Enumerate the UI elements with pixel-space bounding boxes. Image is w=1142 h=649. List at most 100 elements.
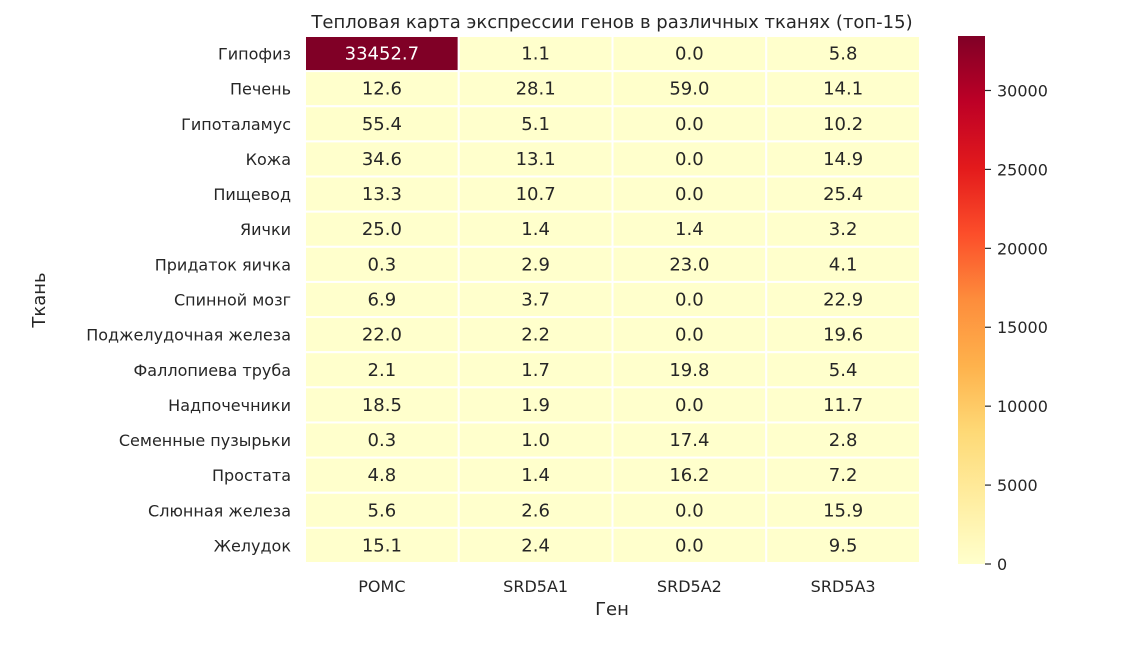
heatmap-cell <box>304 175 460 213</box>
cell-value-label: 4.1 <box>829 254 858 275</box>
cell-value-label: 34.6 <box>362 149 402 170</box>
cell-value-label: 2.2 <box>521 325 550 346</box>
cell-value-label: 1.1 <box>521 44 550 65</box>
cell-value-label: 13.1 <box>516 149 556 170</box>
cell-value-label: 55.4 <box>362 114 402 135</box>
heatmap-cell <box>765 526 921 564</box>
heatmap-cell <box>765 491 921 529</box>
y-axis-label: Ткань <box>29 272 50 328</box>
colorbar-tick-label: 0 <box>997 555 1007 574</box>
heatmap-cell <box>457 386 614 424</box>
cell-value-label: 0.0 <box>675 500 704 521</box>
y-tick-label: Гипоталамус <box>181 115 291 134</box>
y-tick-label: Простата <box>212 466 291 485</box>
heatmap-cell <box>457 421 614 459</box>
heatmap-cell <box>457 210 614 248</box>
cell-value-label: 0.0 <box>675 149 704 170</box>
cell-value-label: 14.9 <box>823 149 863 170</box>
cell-value-label: 0.0 <box>675 114 704 135</box>
cell-value-label: 5.8 <box>829 44 858 65</box>
heatmap-cell <box>611 526 768 564</box>
heatmap-cell <box>457 456 614 494</box>
x-tick-label: SRD5A3 <box>811 577 876 596</box>
x-axis-label: Ген <box>595 599 629 620</box>
cell-value-label: 19.6 <box>823 325 863 346</box>
cell-value-label: 11.7 <box>823 395 863 416</box>
cell-value-label: 22.9 <box>823 290 863 311</box>
cell-value-label: 10.7 <box>516 184 556 205</box>
cell-value-label: 1.4 <box>675 219 704 240</box>
heatmap-cell <box>611 210 768 248</box>
cell-value-label: 0.0 <box>675 325 704 346</box>
heatmap-cell <box>304 491 460 529</box>
heatmap-cell <box>765 316 921 354</box>
x-tick-label: POMC <box>358 577 405 596</box>
heatmap-cell <box>765 140 921 178</box>
y-tick-label: Надпочечники <box>168 396 291 415</box>
cell-value-label: 28.1 <box>516 79 556 100</box>
heatmap-cell <box>304 35 460 73</box>
heatmap-cell <box>611 491 768 529</box>
heatmap-cell <box>765 421 921 459</box>
colorbar-tick-label: 15000 <box>997 318 1048 337</box>
colorbar-tick-label: 10000 <box>997 397 1048 416</box>
cell-value-label: 5.6 <box>368 500 397 521</box>
heatmap-cell <box>304 526 460 564</box>
cell-value-label: 19.8 <box>669 360 709 381</box>
heatmap-cell <box>457 105 614 143</box>
heatmap-cell <box>304 456 460 494</box>
x-tick-label: SRD5A1 <box>503 577 568 596</box>
cell-value-label: 17.4 <box>669 430 709 451</box>
y-tick-label: Придаток яичка <box>155 255 291 274</box>
cell-value-label: 0.0 <box>675 395 704 416</box>
cell-value-label: 1.7 <box>521 360 550 381</box>
heatmap-cell <box>304 421 460 459</box>
heatmap-cell <box>765 210 921 248</box>
cell-value-label: 0.0 <box>675 535 704 556</box>
cell-value-label: 59.0 <box>669 79 709 100</box>
cell-value-label: 23.0 <box>669 254 709 275</box>
cell-value-label: 25.0 <box>362 219 402 240</box>
cell-value-label: 3.2 <box>829 219 858 240</box>
cell-value-label: 5.4 <box>829 360 858 381</box>
y-tick-label: Фаллопиева труба <box>134 361 291 380</box>
heatmap-cell <box>765 105 921 143</box>
heatmap-cell <box>457 140 614 178</box>
colorbar-tick-label: 20000 <box>997 239 1048 258</box>
heatmap-cells: 33452.7 1.1 0.0 5.8 12.6 28.1 59.0 14.1 55.4 5.1 0… <box>304 35 921 564</box>
cell-value-label: 0.3 <box>368 430 397 451</box>
y-tick-label: Печень <box>230 80 291 99</box>
cell-value-label: 2.8 <box>829 430 858 451</box>
heatmap-cell <box>304 351 460 389</box>
y-tick-label: Спинной мозг <box>174 291 291 310</box>
cell-value-label: 2.4 <box>521 535 550 556</box>
heatmap-cell <box>765 175 921 213</box>
cell-value-label: 10.2 <box>823 114 863 135</box>
y-tick-label: Слюнная железа <box>148 501 291 520</box>
cell-value-label: 2.9 <box>521 254 550 275</box>
colorbar-ticks: 0 5000 10000 15000 20000 25000 30000 <box>985 81 1048 574</box>
y-tick-label: Пищевод <box>213 185 291 204</box>
cell-value-label: 12.6 <box>362 79 402 100</box>
cell-value-label: 1.0 <box>521 430 550 451</box>
cell-value-label: 1.4 <box>521 219 550 240</box>
heatmap-cell <box>304 280 460 319</box>
heatmap-cell <box>457 491 614 529</box>
heatmap-cell <box>611 280 768 319</box>
y-tick-label: Кожа <box>246 150 291 169</box>
cell-value-label: 15.1 <box>362 535 402 556</box>
cell-value-label: 7.2 <box>829 465 858 486</box>
heatmap-cell <box>765 456 921 494</box>
cell-value-label: 3.7 <box>521 290 550 311</box>
y-tick-label: Гипофиз <box>218 45 291 64</box>
cell-value-label: 14.1 <box>823 79 863 100</box>
cell-value-label: 0.0 <box>675 290 704 311</box>
cell-value-label: 4.8 <box>368 465 397 486</box>
cell-value-label: 25.4 <box>823 184 863 205</box>
colorbar-tick-label: 30000 <box>997 81 1048 100</box>
x-tick-label: SRD5A2 <box>657 577 722 596</box>
colorbar-tick-label: 5000 <box>997 476 1038 495</box>
heatmap-cell <box>765 70 921 108</box>
